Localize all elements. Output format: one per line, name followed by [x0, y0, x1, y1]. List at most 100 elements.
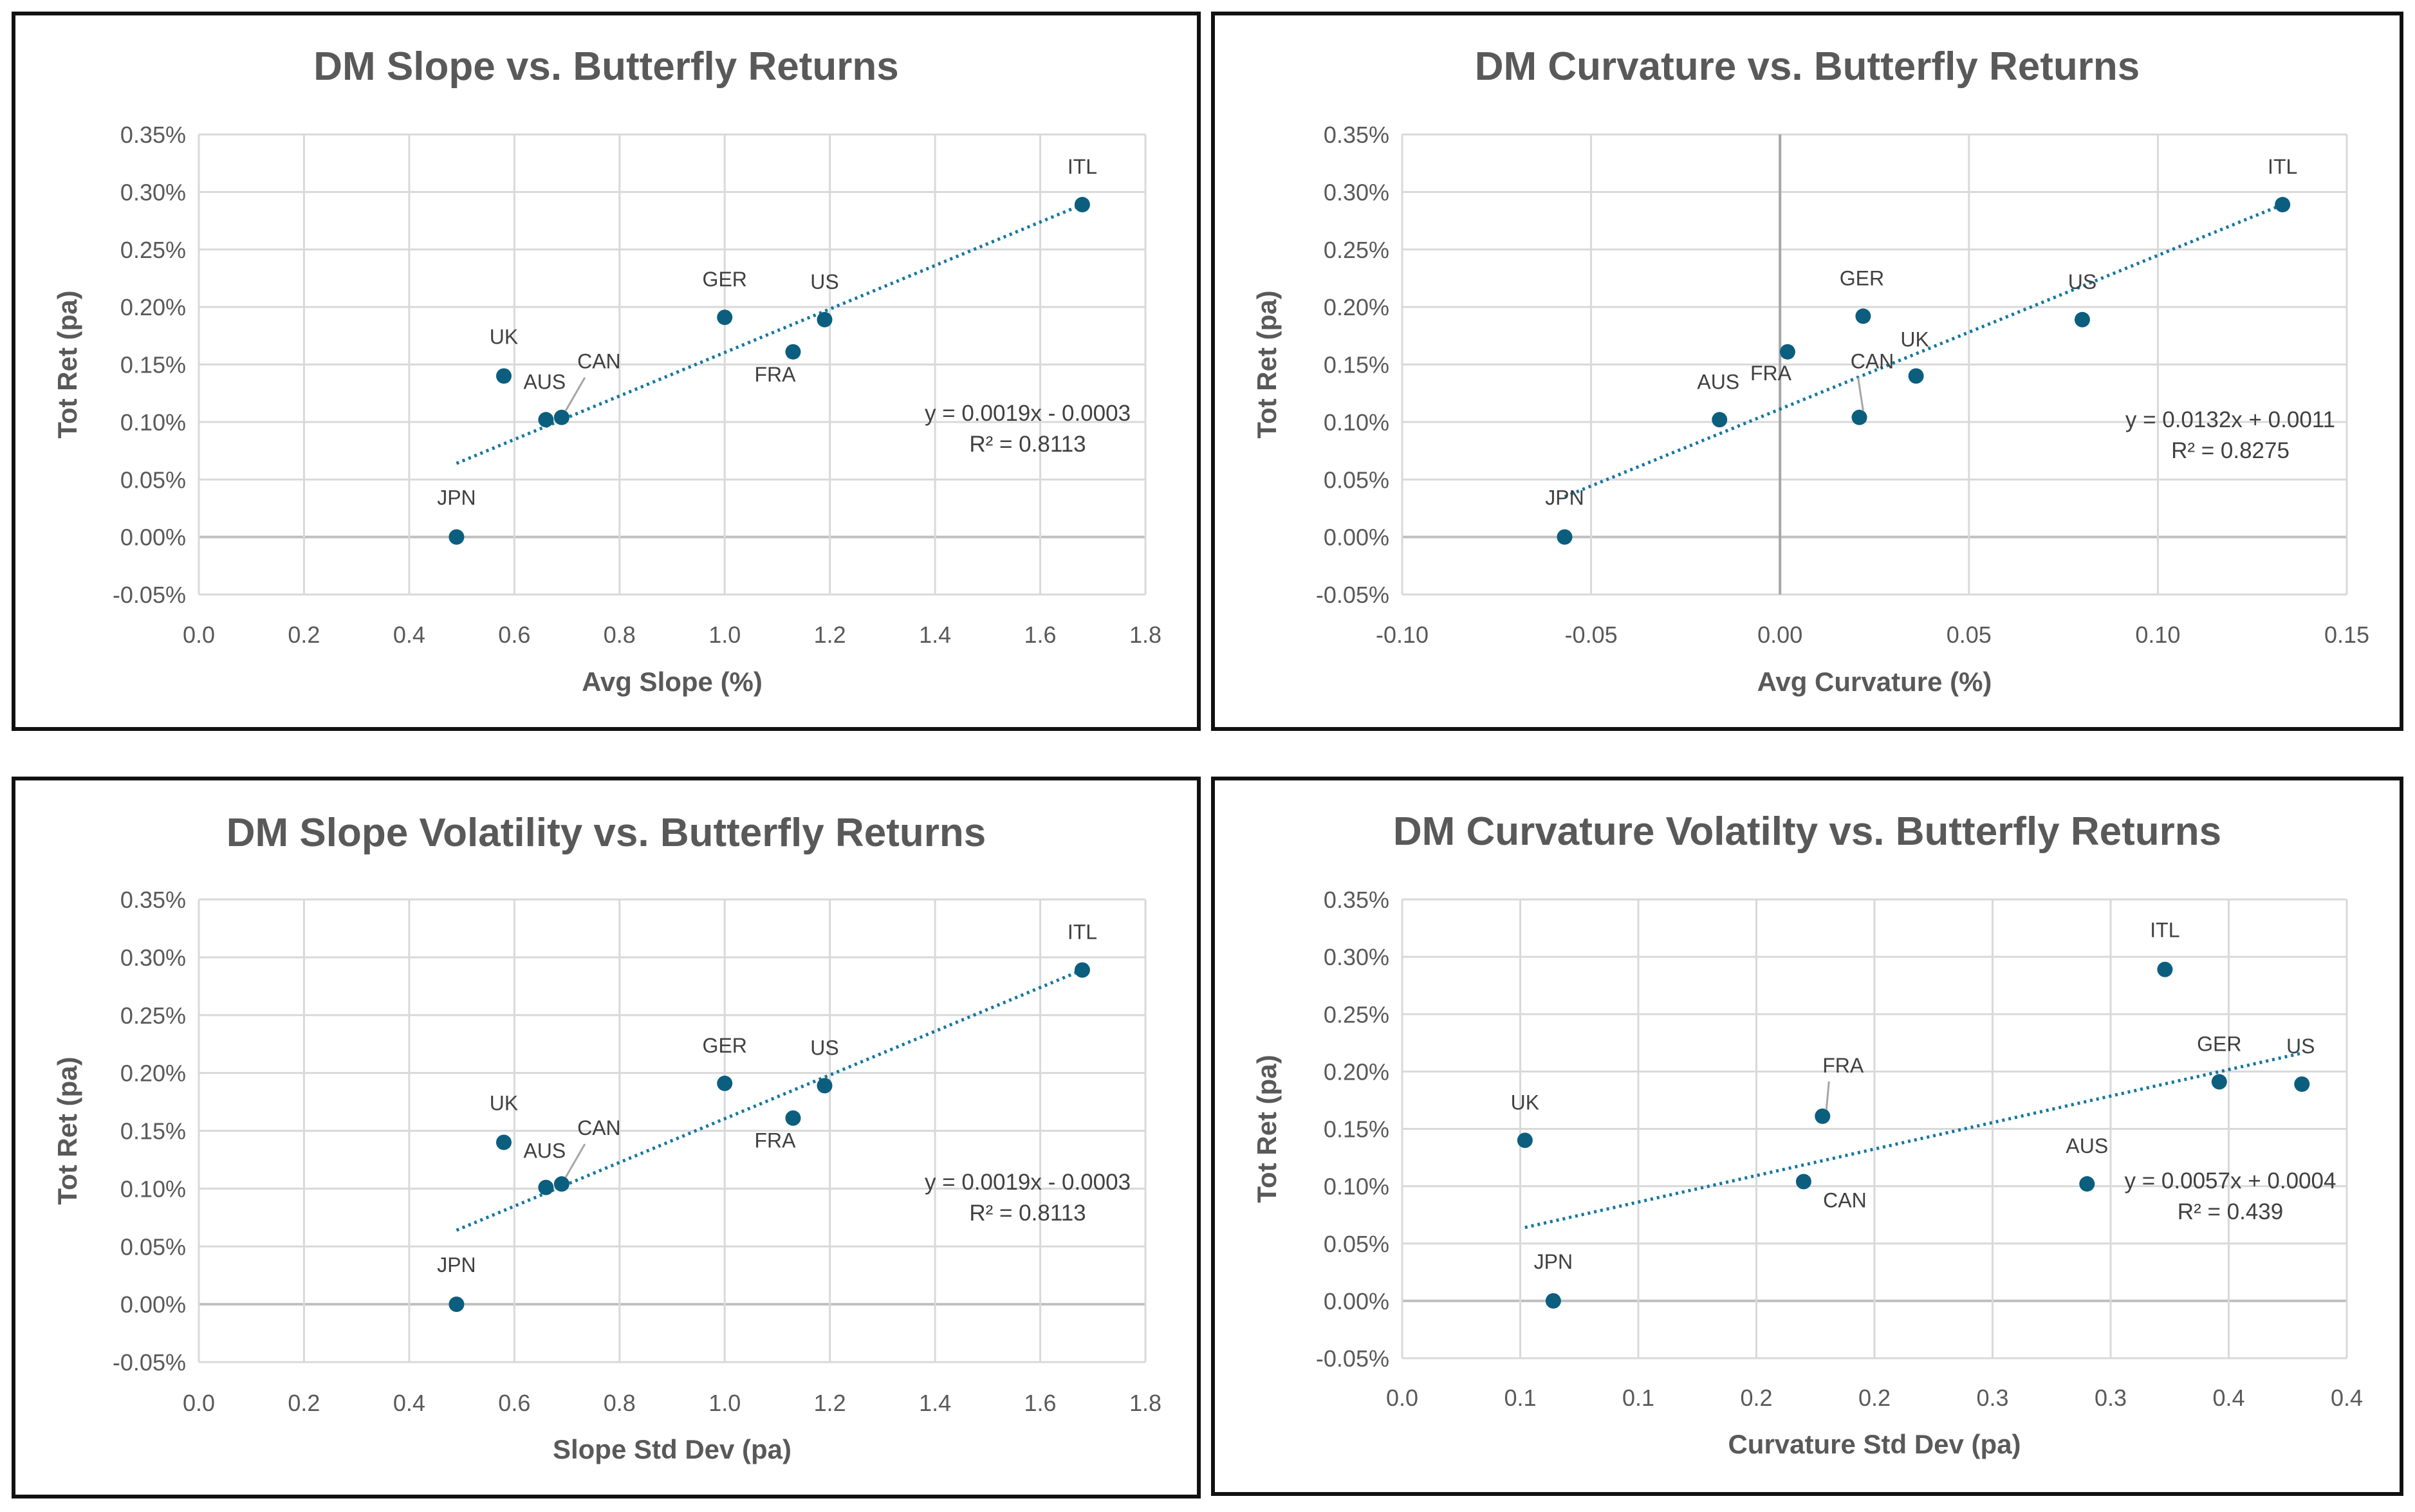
- x-tick-label: 0.2: [1858, 1385, 1891, 1411]
- x-tick-label: 1.0: [708, 1390, 741, 1416]
- chart-panel-curvature: DM Curvature vs. Butterfly Returns -0.05%…: [1211, 12, 2403, 731]
- y-tick-label: 0.35%: [1324, 887, 1389, 913]
- x-tick-label: 0.4: [2331, 1385, 2363, 1411]
- label-leader-line: [1857, 377, 1864, 411]
- data-point-itl: [2157, 961, 2173, 977]
- data-point-uk: [495, 368, 512, 384]
- point-label-can: CAN: [1851, 350, 1894, 373]
- x-tick-label: 1.4: [919, 622, 951, 648]
- y-tick-label: 0.00%: [120, 1291, 186, 1318]
- data-point-jpn: [449, 1296, 465, 1313]
- y-tick-label: 0.10%: [1324, 409, 1389, 436]
- point-label-ger: GER: [1840, 266, 1884, 290]
- data-point-can: [553, 409, 569, 425]
- y-tick-label: 0.25%: [120, 237, 186, 263]
- x-tick-label: 1.8: [1129, 622, 1161, 648]
- y-tick-label: 0.35%: [1324, 122, 1389, 148]
- data-point-itl: [1074, 962, 1090, 978]
- label-leader-line: [564, 376, 586, 412]
- point-label-itl: ITL: [1068, 155, 1097, 178]
- chart-svg: DM Slope Volatility vs. Butterfly Return…: [52, 811, 1161, 1464]
- y-tick-label: 0.05%: [120, 1233, 186, 1260]
- y-tick-label: 0.25%: [120, 1002, 186, 1029]
- y-tick-label: 0.30%: [120, 945, 186, 971]
- point-label-us: US: [810, 1036, 838, 1059]
- data-point-us: [817, 311, 833, 327]
- y-tick-label: 0.05%: [120, 466, 186, 493]
- point-label-itl: ITL: [2150, 919, 2179, 942]
- data-point-ger: [717, 309, 733, 326]
- data-point-can: [1851, 409, 1867, 425]
- point-label-ger: GER: [703, 1034, 747, 1057]
- trend-r-squared: R² = 0.8113: [969, 432, 1086, 457]
- y-tick-label: 0.20%: [120, 1060, 186, 1087]
- data-point-ger: [2211, 1074, 2227, 1090]
- y-tick-label: 0.05%: [1324, 466, 1389, 493]
- x-tick-label: 1.2: [814, 1390, 846, 1416]
- chart-panel-curvature-volatility: DM Curvature Volatilty vs. Butterfly Ret…: [1211, 777, 2403, 1496]
- trend-equation: y = 0.0019x - 0.0003: [925, 1170, 1131, 1195]
- data-point-ger: [1855, 308, 1871, 324]
- x-tick-label: 0.8: [604, 622, 636, 648]
- chart-panel-slope-volatility: DM Slope Volatility vs. Butterfly Return…: [12, 777, 1201, 1498]
- chart-title: DM Slope Volatility vs. Butterfly Return…: [227, 811, 986, 855]
- point-label-fra: FRA: [754, 1129, 796, 1152]
- data-point-ger: [717, 1075, 733, 1091]
- data-point-fra: [785, 344, 801, 360]
- point-label-itl: ITL: [1068, 921, 1097, 944]
- point-label-ger: GER: [2197, 1032, 2241, 1055]
- chart-svg: DM Curvature Volatilty vs. Butterfly Ret…: [1252, 809, 2363, 1459]
- trendline: [1524, 1051, 2302, 1230]
- x-tick-label: 0.6: [498, 622, 530, 648]
- y-tick-label: 0.25%: [1324, 237, 1389, 263]
- x-tick-label: 0.3: [1976, 1385, 2008, 1411]
- y-tick-label: 0.20%: [1324, 294, 1389, 320]
- point-label-itl: ITL: [2268, 155, 2297, 178]
- point-label-uk: UK: [490, 1091, 518, 1114]
- y-tick-label: -0.05%: [113, 1349, 186, 1376]
- x-tick-label: 0.10: [2135, 622, 2180, 648]
- trend-equation: y = 0.0019x - 0.0003: [925, 401, 1131, 426]
- label-leader-line: [1825, 1081, 1830, 1111]
- x-tick-label: 0.05: [1947, 622, 1992, 648]
- point-label-aus: AUS: [523, 370, 566, 393]
- point-label-jpn: JPN: [437, 486, 476, 510]
- y-tick-label: 0.35%: [120, 887, 186, 913]
- x-tick-label: 0.2: [288, 1390, 320, 1416]
- data-point-us: [817, 1078, 833, 1094]
- point-label-jpn: JPN: [1534, 1250, 1573, 1273]
- x-tick-label: 0.2: [288, 622, 320, 648]
- point-label-fra: FRA: [754, 363, 796, 386]
- point-label-can: CAN: [577, 1116, 621, 1139]
- y-axis-title: Tot Ret (pa): [52, 1056, 82, 1204]
- point-label-us: US: [2068, 270, 2096, 293]
- data-point-uk: [495, 1134, 512, 1150]
- point-label-aus: AUS: [523, 1139, 566, 1163]
- x-axis-title: Slope Std Dev (pa): [553, 1434, 791, 1464]
- x-tick-label: 1.2: [814, 622, 846, 648]
- x-tick-label: 0.0: [183, 622, 215, 648]
- y-tick-label: 0.10%: [120, 409, 186, 436]
- chart-svg: DM Curvature vs. Butterfly Returns -0.05%…: [1252, 44, 2369, 697]
- x-tick-label: 0.1: [1622, 1385, 1654, 1411]
- y-axis-title: Tot Ret (pa): [1252, 1055, 1282, 1203]
- chart-panel-slope: DM Slope vs. Butterfly Returns -0.05% 0.00…: [12, 12, 1201, 731]
- point-label-us: US: [810, 270, 838, 293]
- x-tick-label: 0.4: [2212, 1385, 2244, 1411]
- point-label-uk: UK: [1900, 327, 1929, 351]
- x-axis-title: Avg Curvature (%): [1757, 667, 1992, 697]
- x-tick-label: 0.8: [604, 1390, 636, 1416]
- x-axis-title: Curvature Std Dev (pa): [1728, 1429, 2021, 1459]
- point-label-jpn: JPN: [437, 1253, 476, 1277]
- x-tick-label: 0.6: [498, 1390, 530, 1416]
- y-tick-label: 0.10%: [1324, 1174, 1389, 1200]
- point-label-ger: GER: [703, 268, 747, 291]
- y-tick-label: 0.35%: [120, 122, 186, 148]
- y-axis-title: Tot Ret (pa): [1252, 290, 1282, 438]
- x-tick-label: 0.15: [2324, 622, 2369, 648]
- point-label-uk: UK: [490, 325, 518, 348]
- x-tick-label: 0.4: [393, 622, 425, 648]
- data-point-fra: [1815, 1108, 1831, 1124]
- x-tick-label: -0.10: [1376, 622, 1429, 648]
- y-tick-label: 0.15%: [1324, 352, 1389, 378]
